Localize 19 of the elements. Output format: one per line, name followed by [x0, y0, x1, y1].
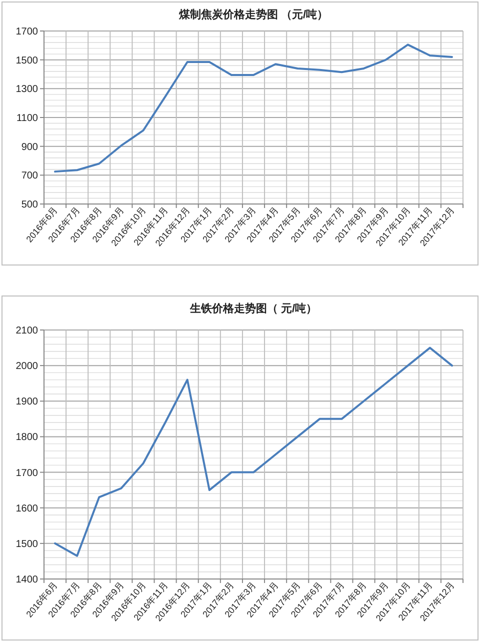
y-tick-label: 2100 [16, 326, 38, 336]
y-tick-label: 1700 [16, 26, 38, 38]
y-tick-label: 900 [21, 142, 38, 153]
y-tick-label: 1400 [16, 574, 38, 586]
y-tick-label: 1500 [16, 538, 38, 550]
y-tick-label: 1800 [16, 432, 38, 444]
y-tick-label: 1900 [16, 396, 38, 408]
chart-title: 煤制焦炭价格走势图 （元/吨） [178, 8, 328, 21]
y-tick-label: 1600 [16, 503, 38, 514]
chart-title: 生铁价格走势图（ 元/吨） [188, 302, 318, 315]
y-tick-label: 2000 [16, 361, 38, 372]
y-tick-label: 500 [21, 200, 38, 210]
y-tick-label: 1700 [16, 468, 38, 479]
line-series [54, 346, 453, 557]
y-tick-label: 700 [21, 170, 38, 182]
y-tick-label: 1500 [16, 55, 38, 66]
y-tick-label: 1300 [16, 84, 38, 96]
y-tick-label: 1100 [16, 113, 38, 124]
line-series [54, 44, 453, 173]
